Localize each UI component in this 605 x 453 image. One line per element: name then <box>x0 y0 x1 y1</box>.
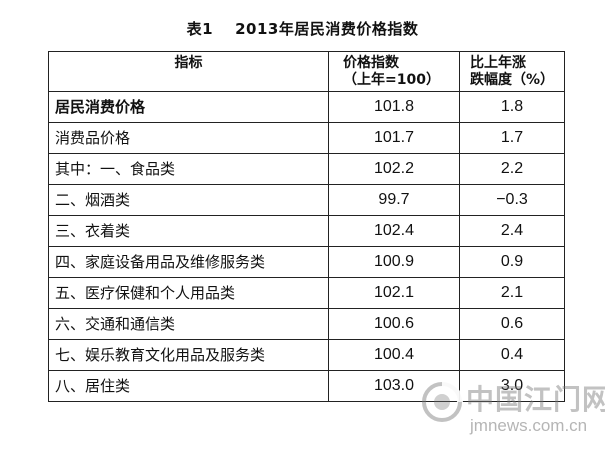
row-label: 六、交通和通信类 <box>48 308 329 340</box>
row-label: 其中：一、食品类 <box>48 153 329 185</box>
header-indicator: 指标 <box>48 51 329 92</box>
row-label: 四、家庭设备用品及维修服务类 <box>48 246 329 278</box>
table-row: 八、居住类 103.0 3.0 <box>48 370 565 402</box>
row-change: 2.4 <box>459 215 565 247</box>
row-price-index: 100.6 <box>328 308 460 340</box>
row-price-index: 103.0 <box>328 370 460 402</box>
row-change: 2.2 <box>459 153 565 185</box>
table-row: 四、家庭设备用品及维修服务类 100.9 0.9 <box>48 246 565 278</box>
row-label: 八、居住类 <box>48 370 329 402</box>
row-label: 二、烟酒类 <box>48 184 329 216</box>
header-change: 比上年涨 跌幅度（%） <box>459 51 565 92</box>
table-row: 七、娱乐教育文化用品及服务类 100.4 0.4 <box>48 339 565 371</box>
row-price-index: 102.1 <box>328 277 460 309</box>
header-change-line1: 比上年涨 <box>470 55 526 71</box>
table-row: 其中：一、食品类 102.2 2.2 <box>48 153 565 185</box>
table-title: 2013年居民消费价格指数 <box>235 20 419 38</box>
row-label: 消费品价格 <box>48 122 329 154</box>
table-row: 五、医疗保健和个人用品类 102.1 2.1 <box>48 277 565 309</box>
row-price-index: 99.7 <box>328 184 460 216</box>
table-caption: 表1 2013年居民消费价格指数 <box>0 18 605 39</box>
header-price-index: 价格指数 （上年=100） <box>328 51 460 92</box>
row-price-index: 100.9 <box>328 246 460 278</box>
header-row: 指标 价格指数 （上年=100） 比上年涨 跌幅度（%） <box>48 51 565 92</box>
row-change: 0.9 <box>459 246 565 278</box>
row-label: 五、医疗保健和个人用品类 <box>48 277 329 309</box>
table-row: 二、烟酒类 99.7 −0.3 <box>48 184 565 216</box>
header-change-line2: 跌幅度（%） <box>470 72 555 88</box>
watermark-url: jmnews.com.cn <box>470 416 588 435</box>
row-price-index: 101.8 <box>328 91 460 123</box>
cpi-table: 指标 价格指数 （上年=100） 比上年涨 跌幅度（%） 居民消费价格 101.8… <box>48 51 565 402</box>
header-price-index-line2: （上年=100） <box>343 72 440 88</box>
row-price-index: 101.7 <box>328 122 460 154</box>
row-change: 3.0 <box>459 370 565 402</box>
table-number: 表1 <box>186 20 214 38</box>
header-price-index-line1: 价格指数 <box>343 55 399 71</box>
table-row: 消费品价格 101.7 1.7 <box>48 122 565 154</box>
row-price-index: 102.2 <box>328 153 460 185</box>
row-change: 1.8 <box>459 91 565 123</box>
row-price-index: 100.4 <box>328 339 460 371</box>
row-label: 七、娱乐教育文化用品及服务类 <box>48 339 329 371</box>
row-label: 居民消费价格 <box>48 91 329 123</box>
row-price-index: 102.4 <box>328 215 460 247</box>
row-label: 三、衣着类 <box>48 215 329 247</box>
row-change: 0.6 <box>459 308 565 340</box>
row-change: 0.4 <box>459 339 565 371</box>
row-change: 2.1 <box>459 277 565 309</box>
row-change: 1.7 <box>459 122 565 154</box>
table-row: 六、交通和通信类 100.6 0.6 <box>48 308 565 340</box>
table-row: 三、衣着类 102.4 2.4 <box>48 215 565 247</box>
table-row: 居民消费价格 101.8 1.8 <box>48 91 565 123</box>
row-change: −0.3 <box>459 184 565 216</box>
